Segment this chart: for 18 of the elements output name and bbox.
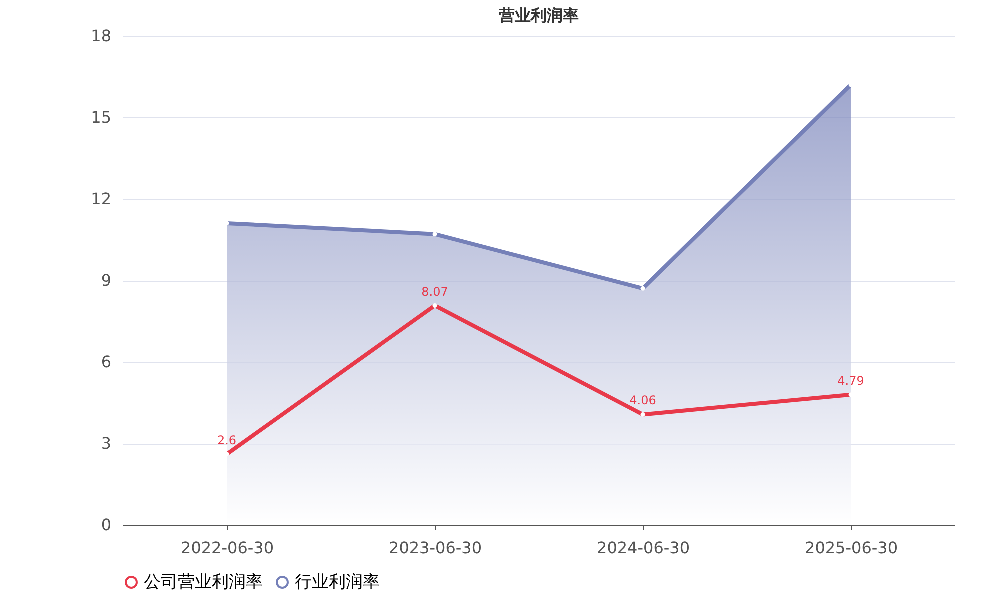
y-tick-label: 0 bbox=[101, 516, 112, 534]
chart-title: 营业利润率 bbox=[498, 6, 579, 25]
x-tick-label: 2023-06-30 bbox=[389, 538, 482, 558]
y-tick-label: 3 bbox=[101, 434, 112, 453]
data-label: 4.79 bbox=[838, 374, 864, 388]
data-label: 8.07 bbox=[422, 284, 448, 299]
x-tick-label: 2025-06-30 bbox=[805, 538, 898, 558]
x-tick-label: 2024-06-30 bbox=[597, 538, 690, 558]
y-tick-label: 15 bbox=[91, 108, 112, 127]
data-label: 4.06 bbox=[630, 394, 656, 408]
y-tick-label: 6 bbox=[101, 352, 112, 372]
x-tick-label: 2022-06-30 bbox=[181, 538, 274, 558]
y-tick-label: 9 bbox=[101, 271, 112, 290]
legend-label: 公司营业利润率 bbox=[144, 572, 263, 593]
y-tick-label: 12 bbox=[91, 190, 112, 208]
legend-label: 行业利润率 bbox=[295, 572, 380, 593]
y-tick-label: 18 bbox=[91, 26, 112, 46]
data-label: 2.6 bbox=[217, 433, 237, 448]
